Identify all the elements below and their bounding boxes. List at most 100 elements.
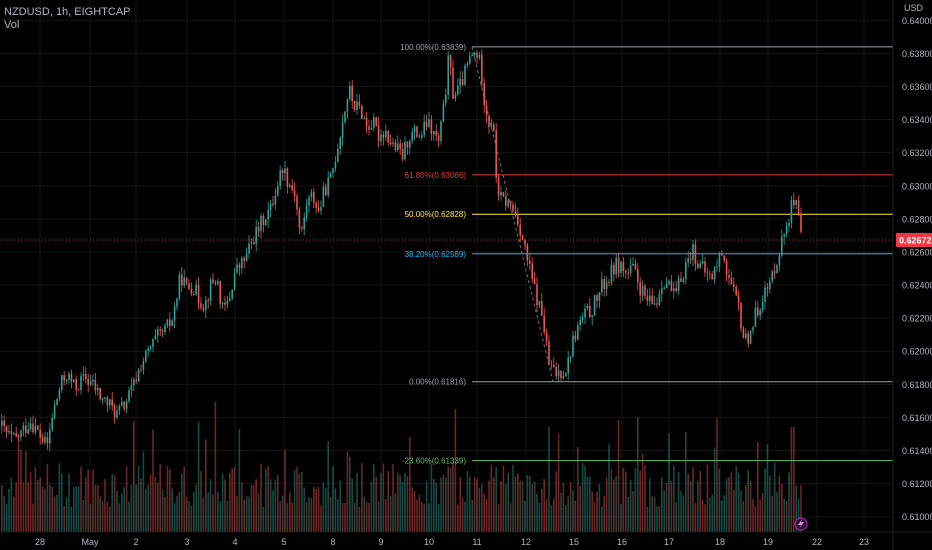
volume-bar xyxy=(238,428,241,532)
candle-body xyxy=(58,390,61,399)
candle-body xyxy=(665,283,668,289)
candle-body xyxy=(329,173,332,178)
candle-body xyxy=(634,263,637,270)
candle-body xyxy=(416,126,418,138)
candle-body xyxy=(773,271,776,274)
volume-bar xyxy=(596,491,598,532)
candle-body xyxy=(531,263,533,280)
volume-bar xyxy=(646,506,649,532)
candle-body xyxy=(159,329,161,331)
candle-body xyxy=(118,405,121,411)
candle-body xyxy=(221,302,224,304)
y-axis-tick-label: 0.61400 xyxy=(902,446,932,456)
candle-body xyxy=(277,186,279,196)
volume-bar xyxy=(41,486,44,532)
candle-body xyxy=(781,236,783,256)
candle-body xyxy=(757,307,759,316)
candle-body xyxy=(341,122,344,138)
volume-bar xyxy=(334,488,337,532)
candle-body xyxy=(406,141,409,148)
candle-body xyxy=(269,203,272,210)
volume-bar xyxy=(15,481,17,532)
candle-body xyxy=(399,143,401,149)
candle-body xyxy=(281,170,284,174)
candle-body xyxy=(740,302,742,329)
volume-bar xyxy=(176,495,178,532)
volume-bar xyxy=(380,472,382,532)
candle-body xyxy=(385,131,387,138)
volume-bar xyxy=(445,477,447,532)
volume-bar xyxy=(493,477,495,532)
candle-body xyxy=(310,192,313,198)
candle-body xyxy=(793,199,795,206)
candle-body xyxy=(195,284,197,295)
volume-bar xyxy=(327,441,329,532)
candle-body xyxy=(543,315,545,333)
candle-body xyxy=(524,239,526,245)
candle-body xyxy=(783,234,785,237)
volume-bar xyxy=(466,470,469,532)
volume-bar xyxy=(375,477,377,532)
volume-bar xyxy=(721,500,723,532)
candle-body xyxy=(584,308,586,318)
volume-bar xyxy=(613,479,615,532)
volume-bar xyxy=(423,503,425,532)
candle-body xyxy=(488,115,490,128)
volume-indicator-label[interactable]: Vol xyxy=(4,19,20,31)
y-axis-tick-label: 0.62600 xyxy=(902,247,932,257)
candle-body xyxy=(29,423,32,430)
volume-bar xyxy=(457,504,459,532)
volume-bar xyxy=(629,479,632,532)
volume-bar xyxy=(682,495,685,532)
candle-body xyxy=(481,54,483,84)
candle-body xyxy=(680,278,682,282)
volume-bar xyxy=(694,503,697,532)
volume-bar xyxy=(51,486,53,532)
candle-body xyxy=(579,320,581,326)
volume-bar xyxy=(248,497,250,532)
volume-bar xyxy=(771,495,773,532)
volume-bar xyxy=(118,503,121,532)
volume-bar xyxy=(358,506,361,532)
candle-body xyxy=(490,124,493,128)
candle-body xyxy=(581,317,584,321)
volume-bar xyxy=(22,482,25,532)
volume-bar xyxy=(382,463,385,532)
y-axis-tick-label: 0.63200 xyxy=(902,148,932,158)
volume-bar xyxy=(800,485,802,532)
candle-body xyxy=(555,366,557,377)
volume-bar xyxy=(625,471,627,532)
candle-body xyxy=(754,307,757,327)
volume-bar xyxy=(140,478,142,532)
y-axis-tick-label: 0.62200 xyxy=(902,314,932,324)
volume-bar xyxy=(68,473,70,532)
current-price-tag xyxy=(896,233,932,248)
candle-body xyxy=(615,257,617,275)
volume-bar xyxy=(428,503,430,532)
candle-body xyxy=(541,300,543,316)
candle-body xyxy=(668,280,670,284)
volume-bar xyxy=(658,506,661,532)
volume-bar xyxy=(99,496,101,532)
volume-bar xyxy=(555,471,557,532)
candle-body xyxy=(764,287,766,303)
volume-bar xyxy=(46,464,49,532)
volume-bar xyxy=(188,501,190,532)
candle-body xyxy=(298,209,301,228)
volume-bar xyxy=(730,472,733,532)
volume-bar xyxy=(495,467,497,532)
symbol-title[interactable]: NZDUSD, 1h, EIGHTCAP xyxy=(4,6,131,18)
candle-body xyxy=(509,200,512,205)
volume-bar xyxy=(373,464,375,532)
candle-body xyxy=(368,126,370,130)
volume-bar xyxy=(58,463,61,532)
volume-bar xyxy=(728,477,730,532)
volume-bar xyxy=(394,492,397,532)
volume-bar xyxy=(601,506,603,532)
candle-body xyxy=(622,262,625,272)
volume-bar xyxy=(111,473,113,532)
candle-body xyxy=(538,300,541,306)
volume-bar xyxy=(274,480,277,532)
candle-body xyxy=(505,196,507,207)
